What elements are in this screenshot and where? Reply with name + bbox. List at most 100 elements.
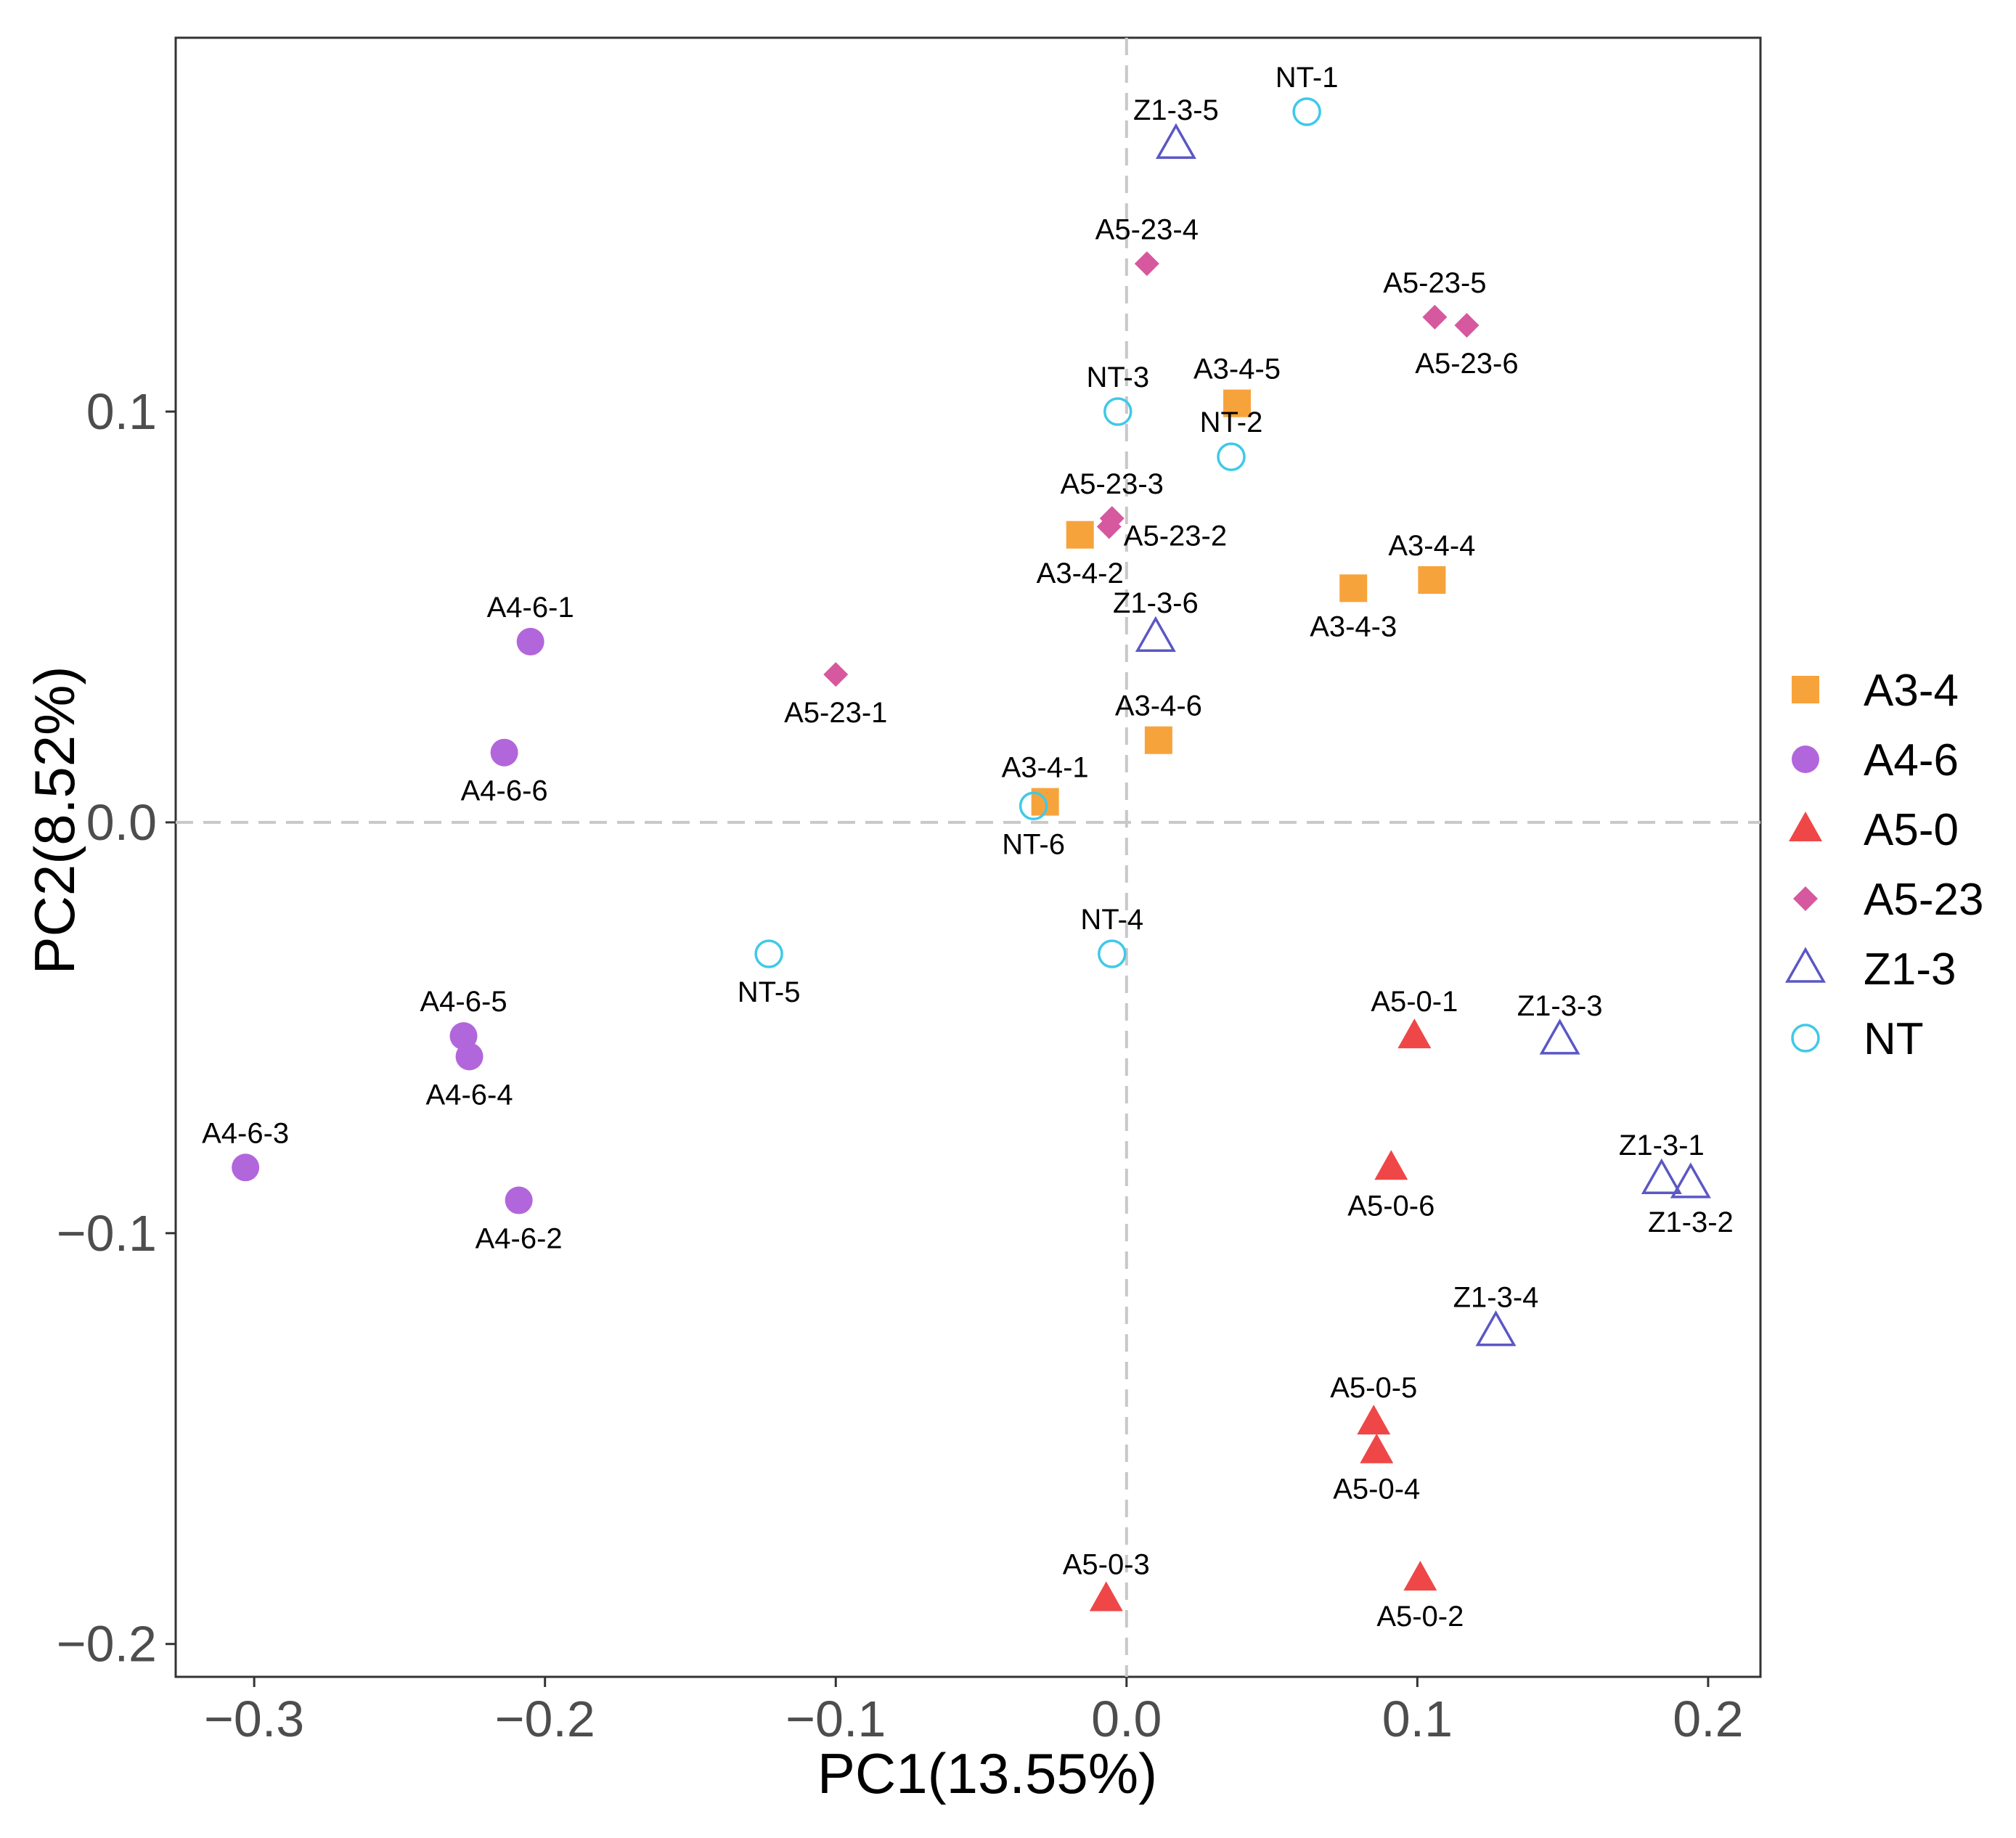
point-a4-6-2 — [505, 1186, 533, 1214]
point-label-a5-0-5: A5-0-5 — [1330, 1372, 1417, 1404]
x-tick-label: −0.1 — [785, 1691, 886, 1747]
point-a4-6-5 — [449, 1022, 478, 1050]
point-label-a4-6-4: A4-6-4 — [426, 1079, 513, 1111]
legend-key-a5-23 — [1793, 886, 1818, 911]
y-tick-label: −0.2 — [57, 1616, 157, 1672]
y-tick-label: 0.0 — [86, 794, 157, 851]
legend-label-a5-23: A5-23 — [1864, 875, 1983, 925]
legend-label-nt: NT — [1864, 1014, 1924, 1064]
point-a4-6-1 — [516, 627, 544, 655]
point-a3-4-5 — [1223, 389, 1252, 417]
point-label-a5-0-1: A5-0-1 — [1371, 986, 1458, 1018]
legend-label-a3-4: A3-4 — [1864, 666, 1959, 716]
x-axis-title: PC1(13.55%) — [817, 1741, 1157, 1805]
point-label-z1-3-4: Z1-3-4 — [1453, 1282, 1539, 1314]
point-label-a3-4-2: A3-4-2 — [1037, 557, 1124, 589]
point-a3-4-4 — [1418, 566, 1446, 595]
point-label-a5-0-6: A5-0-6 — [1347, 1190, 1435, 1222]
point-label-a5-23-5: A5-23-5 — [1383, 267, 1486, 299]
point-label-nt-3: NT-3 — [1086, 362, 1149, 393]
legend-key-a5-0 — [1789, 812, 1822, 841]
point-z1-3-1 — [1641, 1158, 1682, 1194]
point-a5-0-6 — [1374, 1150, 1408, 1180]
point-a3-4-2 — [1066, 520, 1094, 549]
point-z1-3-3 — [1539, 1018, 1580, 1055]
point-a3-4-6 — [1144, 726, 1172, 754]
point-a5-23-4 — [1134, 251, 1159, 277]
point-label-a5-23-2: A5-23-2 — [1124, 520, 1227, 552]
point-label-z1-3-1: Z1-3-1 — [1619, 1130, 1705, 1161]
point-label-a4-6-5: A4-6-5 — [420, 986, 507, 1018]
point-a5-23-3 — [1099, 506, 1125, 531]
point-label-a5-23-4: A5-23-4 — [1095, 213, 1199, 245]
y-tick-label: 0.1 — [86, 383, 157, 440]
axes: PC1(13.55%) PC2(8.52%) −0.3 −0.2 −0.1 0.0 0.… — [23, 383, 1744, 1805]
legend: A3-4 A4-6 A5-0 A5-23 Z1-3 NT — [1784, 666, 1983, 1064]
x-tick-label: −0.3 — [204, 1691, 304, 1747]
point-label-nt-2: NT-2 — [1200, 407, 1263, 438]
legend-label-a5-0: A5-0 — [1864, 805, 1959, 855]
plot-panel — [174, 36, 1762, 1678]
point-z1-3-4 — [1475, 1310, 1517, 1347]
x-tick-label: 0.1 — [1382, 1691, 1453, 1747]
point-label-a5-23-1: A5-23-1 — [784, 697, 887, 729]
y-tick-label: −0.1 — [57, 1205, 157, 1262]
y-axis-title: PC2(8.52%) — [23, 666, 86, 975]
point-label-a4-6-6: A4-6-6 — [461, 775, 548, 807]
point-label-a5-0-4: A5-0-4 — [1333, 1474, 1420, 1506]
point-a5-0-3 — [1089, 1581, 1123, 1612]
point-a5-0-1 — [1397, 1018, 1432, 1049]
point-label-nt-1: NT-1 — [1276, 62, 1339, 94]
point-a4-6-6 — [490, 738, 518, 767]
point-nt-6 — [1019, 791, 1048, 821]
point-label-a5-0-2: A5-0-2 — [1376, 1601, 1464, 1633]
legend-label-a4-6: A4-6 — [1864, 735, 1959, 785]
point-z1-3-6 — [1135, 616, 1176, 652]
point-label-nt-5: NT-5 — [738, 976, 801, 1008]
point-label-z1-3-5: Z1-3-5 — [1133, 94, 1219, 126]
x-tick-label: −0.2 — [495, 1691, 595, 1747]
point-z1-3-2 — [1670, 1162, 1711, 1198]
point-nt-2 — [1217, 442, 1246, 471]
point-label-a4-6-3: A4-6-3 — [202, 1117, 289, 1149]
legend-key-a3-4 — [1792, 676, 1819, 703]
point-a5-23-1 — [823, 662, 849, 687]
point-label-nt-4: NT-4 — [1080, 904, 1143, 936]
point-a3-4-3 — [1339, 574, 1368, 603]
point-label-z1-3-3: Z1-3-3 — [1517, 990, 1603, 1022]
legend-key-a4-6 — [1792, 746, 1819, 773]
point-a5-0-4 — [1360, 1433, 1394, 1463]
point-label-a4-6-2: A4-6-2 — [476, 1223, 563, 1255]
point-label-z1-3-6: Z1-3-6 — [1113, 587, 1199, 619]
point-label-a5-0-3: A5-0-3 — [1063, 1548, 1150, 1580]
point-labels: A3-4-1 A3-4-2 A3-4-3 A3-4-4 A3-4-5 A3-4-6 A4-6… — [202, 62, 1734, 1633]
reference-lines — [176, 38, 1760, 1677]
point-nt-4 — [1098, 939, 1127, 968]
point-a5-23-6 — [1454, 313, 1480, 338]
point-label-a3-4-1: A3-4-1 — [1002, 752, 1089, 784]
point-label-a3-4-3: A3-4-3 — [1310, 610, 1397, 642]
point-nt-1 — [1292, 97, 1321, 126]
point-label-a5-23-3: A5-23-3 — [1061, 468, 1164, 500]
point-label-a4-6-1: A4-6-1 — [487, 592, 574, 624]
legend-label-z1-3: Z1-3 — [1864, 944, 1956, 994]
point-label-a3-4-6: A3-4-6 — [1115, 690, 1202, 722]
point-a5-0-5 — [1357, 1405, 1391, 1435]
point-a5-23-5 — [1422, 304, 1448, 330]
data-points — [232, 97, 1711, 1612]
x-tick-label: 0.0 — [1091, 1691, 1162, 1747]
point-label-a5-23-6: A5-23-6 — [1415, 348, 1518, 380]
point-nt-3 — [1103, 397, 1133, 426]
point-label-a3-4-5: A3-4-5 — [1193, 354, 1281, 385]
panel-border — [174, 36, 1762, 1678]
legend-key-nt — [1791, 1024, 1820, 1053]
point-label-z1-3-2: Z1-3-2 — [1648, 1206, 1734, 1238]
point-z1-3-5 — [1155, 123, 1196, 159]
point-label-nt-6: NT-6 — [1002, 828, 1065, 860]
point-nt-5 — [754, 939, 783, 968]
point-a4-6-3 — [232, 1153, 260, 1182]
x-tick-label: 0.2 — [1673, 1691, 1743, 1747]
point-label-a3-4-4: A3-4-4 — [1388, 530, 1475, 562]
legend-key-z1-3 — [1784, 947, 1827, 983]
